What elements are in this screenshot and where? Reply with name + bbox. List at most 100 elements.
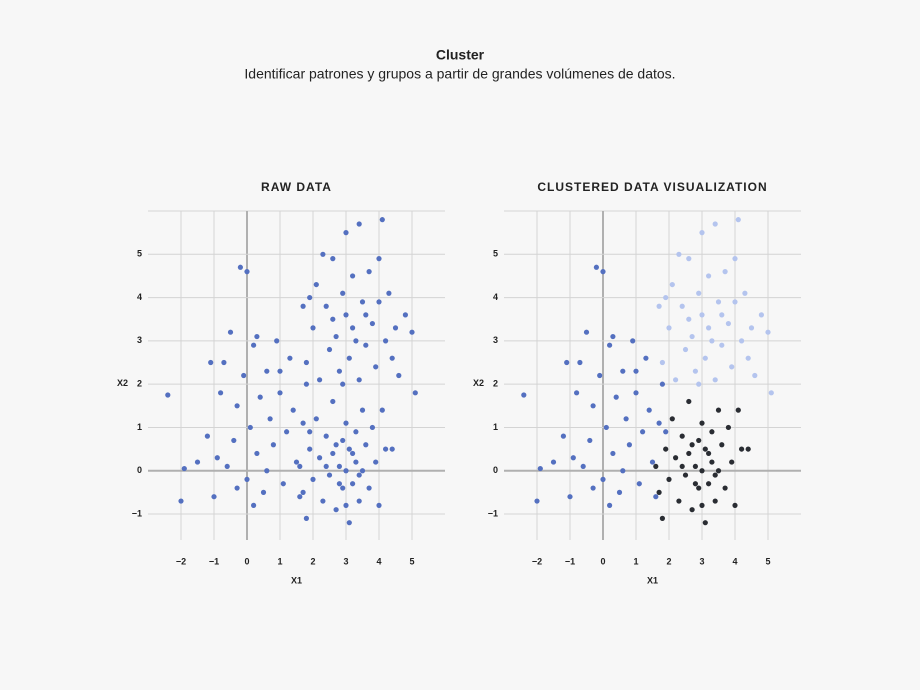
point <box>686 316 692 322</box>
point <box>745 355 751 361</box>
point <box>620 468 626 474</box>
point <box>630 338 636 344</box>
point <box>590 485 596 491</box>
point <box>692 463 699 470</box>
point <box>742 290 748 296</box>
point <box>346 520 352 526</box>
point <box>682 472 689 478</box>
point <box>679 463 685 470</box>
point <box>356 377 362 383</box>
point <box>353 429 359 435</box>
point <box>659 381 666 387</box>
point <box>326 472 333 478</box>
point <box>284 429 290 435</box>
point <box>653 463 659 470</box>
point <box>260 489 267 495</box>
point <box>745 446 751 452</box>
point <box>712 221 718 227</box>
point <box>580 463 586 470</box>
point <box>194 459 201 465</box>
y-tick-label: 4 <box>493 292 498 302</box>
point <box>313 281 319 288</box>
point <box>659 515 666 521</box>
point <box>735 217 741 223</box>
point <box>333 442 339 448</box>
point <box>326 346 333 353</box>
x-tick-label: −1 <box>565 556 575 566</box>
point <box>643 355 649 361</box>
y-tick-label: 5 <box>137 249 142 259</box>
point <box>343 230 349 236</box>
point <box>729 459 735 465</box>
y-tick-label: 1 <box>493 422 498 432</box>
point <box>300 420 306 426</box>
point <box>340 381 346 387</box>
x-tick-label: −1 <box>209 556 219 566</box>
point <box>712 472 718 478</box>
point <box>600 269 606 275</box>
point <box>373 364 379 370</box>
point <box>752 372 758 379</box>
point <box>686 398 692 405</box>
y-tick-label: 0 <box>137 465 142 475</box>
point <box>412 390 418 396</box>
point <box>389 355 395 361</box>
point <box>686 256 692 262</box>
point <box>699 502 705 508</box>
point <box>653 494 659 500</box>
point <box>696 485 702 491</box>
point <box>165 392 171 398</box>
point <box>336 463 342 470</box>
point <box>221 359 227 366</box>
point <box>313 416 319 422</box>
point <box>597 372 603 379</box>
point <box>373 459 379 465</box>
x-axis-label: X1 <box>291 575 302 585</box>
point <box>363 342 369 348</box>
point <box>663 446 669 452</box>
point <box>692 368 699 374</box>
point <box>287 355 293 361</box>
point <box>270 442 276 448</box>
point <box>251 342 257 348</box>
point <box>712 498 718 504</box>
point <box>732 299 738 305</box>
point <box>537 465 543 472</box>
point <box>719 442 725 448</box>
point <box>310 325 316 331</box>
point <box>646 407 652 413</box>
point <box>350 273 356 279</box>
point <box>590 403 596 409</box>
point <box>692 481 699 487</box>
point <box>567 494 573 500</box>
point <box>237 264 243 270</box>
point <box>656 489 662 495</box>
point <box>181 465 187 472</box>
point <box>649 459 656 465</box>
point <box>251 502 257 508</box>
point <box>560 433 567 439</box>
point <box>307 446 313 452</box>
point <box>696 381 702 387</box>
point <box>706 325 712 331</box>
point <box>353 459 359 465</box>
y-tick-label: 0 <box>493 465 498 475</box>
y-tick-label: 4 <box>137 292 142 302</box>
point <box>719 342 725 348</box>
point <box>626 442 633 448</box>
point <box>722 269 728 275</box>
x-tick-label: −2 <box>176 556 186 566</box>
x-tick-label: 1 <box>277 556 282 566</box>
point <box>715 407 722 413</box>
point <box>317 455 323 461</box>
point <box>706 450 712 457</box>
point <box>257 394 263 400</box>
point <box>320 498 326 504</box>
point <box>676 251 682 257</box>
point <box>178 498 184 504</box>
point <box>277 368 283 374</box>
point <box>224 463 230 470</box>
point <box>613 394 619 400</box>
point <box>739 338 745 344</box>
